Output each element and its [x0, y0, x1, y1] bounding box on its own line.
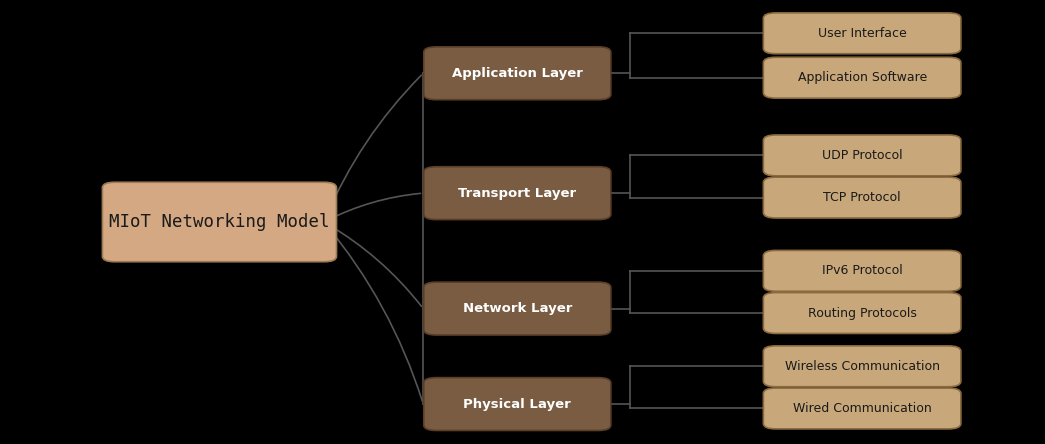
FancyBboxPatch shape	[424, 282, 610, 335]
Text: UDP Protocol: UDP Protocol	[821, 149, 903, 162]
Text: Physical Layer: Physical Layer	[463, 397, 572, 411]
FancyBboxPatch shape	[424, 167, 610, 220]
Text: Network Layer: Network Layer	[463, 302, 572, 315]
Text: Wired Communication: Wired Communication	[793, 402, 931, 415]
Text: TCP Protocol: TCP Protocol	[823, 191, 901, 204]
FancyBboxPatch shape	[102, 182, 336, 262]
FancyBboxPatch shape	[763, 293, 961, 333]
Text: Application Software: Application Software	[797, 71, 927, 84]
FancyBboxPatch shape	[424, 47, 610, 100]
FancyBboxPatch shape	[763, 388, 961, 429]
Text: MIoT Networking Model: MIoT Networking Model	[109, 213, 330, 231]
Text: Routing Protocols: Routing Protocols	[808, 306, 916, 320]
FancyBboxPatch shape	[424, 377, 610, 431]
Text: User Interface: User Interface	[818, 27, 906, 40]
Text: Application Layer: Application Layer	[451, 67, 583, 80]
FancyBboxPatch shape	[763, 13, 961, 54]
FancyBboxPatch shape	[763, 57, 961, 98]
Text: IPv6 Protocol: IPv6 Protocol	[821, 264, 903, 278]
FancyBboxPatch shape	[763, 135, 961, 176]
FancyBboxPatch shape	[763, 177, 961, 218]
Text: Transport Layer: Transport Layer	[458, 186, 577, 200]
FancyBboxPatch shape	[763, 346, 961, 387]
Text: Wireless Communication: Wireless Communication	[785, 360, 939, 373]
FancyBboxPatch shape	[763, 250, 961, 291]
